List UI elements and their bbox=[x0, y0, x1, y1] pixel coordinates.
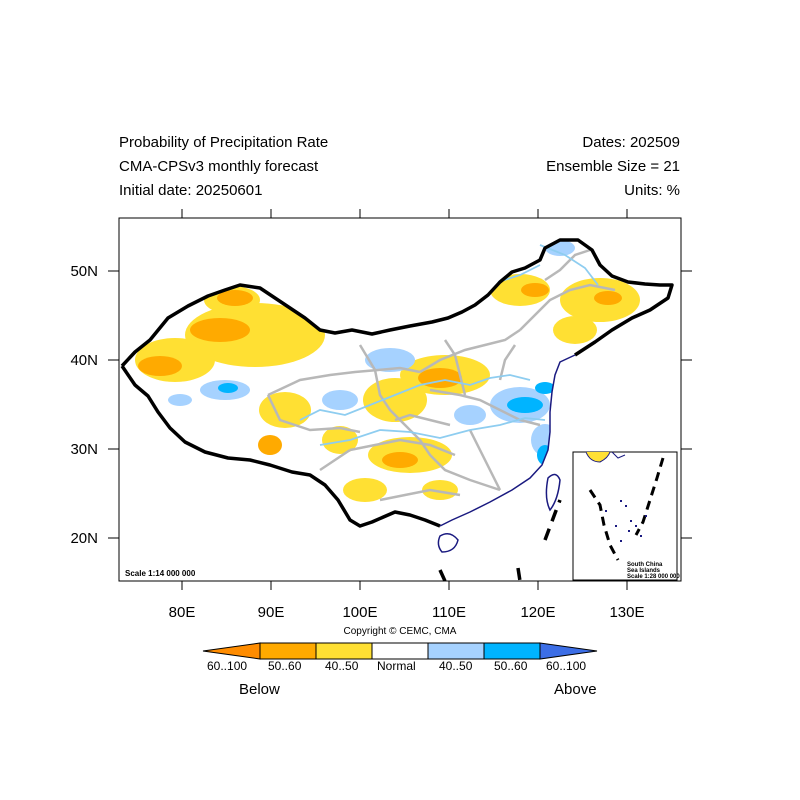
title-line-1: Probability of Precipitation Rate bbox=[119, 134, 329, 151]
lat-ticks bbox=[108, 270, 692, 539]
inset-scale-label: Scale 1:28 000 000 bbox=[627, 574, 680, 580]
legend-swatch-above-60-100 bbox=[539, 642, 598, 660]
hainan-island bbox=[437, 533, 459, 553]
lat-label-30n: 30N bbox=[70, 441, 98, 458]
legend-swatch-above-40-50 bbox=[427, 642, 485, 660]
ensemble-size-label: Ensemble Size = 21 bbox=[546, 158, 680, 175]
legend-label-above-40-50: 40..50 bbox=[439, 659, 473, 673]
title-line-3: Initial date: 20250601 bbox=[119, 182, 263, 199]
legend-label-below-50-60: 50..60 bbox=[268, 659, 302, 673]
legend-label-normal: Normal bbox=[377, 659, 416, 673]
inset-title-line-1: South China bbox=[627, 562, 663, 568]
legend-label-below-60-100: 60..100 bbox=[207, 659, 248, 673]
lon-label-100e: 100E bbox=[342, 604, 377, 621]
lon-label-120e: 120E bbox=[520, 604, 555, 621]
lat-label-20n: 20N bbox=[70, 530, 98, 547]
legend-swatch-below-40-50 bbox=[315, 642, 373, 660]
legend-above-label: Above bbox=[554, 681, 597, 698]
legend-swatch-above-50-60 bbox=[483, 642, 541, 660]
lat-label-40n: 40N bbox=[70, 352, 98, 369]
legend-label-above-60-100: 60..100 bbox=[546, 659, 587, 673]
copyright-label: Copyright © CEMC, CMA bbox=[343, 626, 457, 637]
lon-label-110e: 110E bbox=[432, 604, 466, 621]
legend-label-below-40-50: 40..50 bbox=[325, 659, 359, 673]
national-border-south bbox=[120, 365, 441, 528]
legend-below-label: Below bbox=[239, 681, 280, 698]
legend-label-above-50-60: 50..60 bbox=[494, 659, 528, 673]
lon-ticks bbox=[181, 209, 628, 590]
lon-label-90e: 90E bbox=[258, 604, 285, 621]
maritime-boundary bbox=[438, 499, 562, 582]
south-china-sea-inset: South China Sea Islands Scale 1:28 000 0… bbox=[572, 451, 680, 581]
taiwan-island bbox=[545, 473, 561, 512]
legend-swatch-normal bbox=[371, 642, 429, 660]
dates-label: Dates: 202509 bbox=[582, 134, 680, 151]
lon-label-130e: 130E bbox=[609, 604, 644, 621]
legend-swatch-below-50-60 bbox=[259, 642, 317, 660]
lat-label-50n: 50N bbox=[70, 263, 98, 280]
units-label: Units: % bbox=[624, 182, 680, 199]
coastline bbox=[439, 354, 576, 527]
legend-colorbar bbox=[202, 642, 598, 660]
lon-label-80e: 80E bbox=[169, 604, 196, 621]
inset-title-line-2: Sea Islands bbox=[627, 568, 661, 574]
national-border-north bbox=[120, 238, 674, 368]
map-scale-label: Scale 1:14 000 000 bbox=[125, 569, 196, 578]
title-line-2: CMA-CPSv3 monthly forecast bbox=[119, 158, 319, 175]
legend-swatch-below-60-100 bbox=[202, 642, 261, 660]
